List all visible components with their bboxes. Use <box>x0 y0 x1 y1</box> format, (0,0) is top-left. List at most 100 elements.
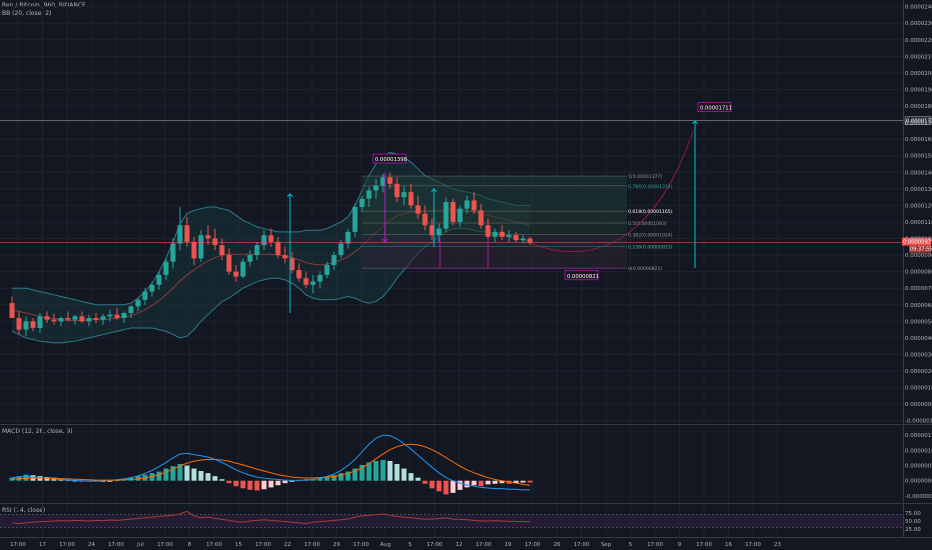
time-tick-label: 17:00 <box>647 542 663 548</box>
candle-body <box>261 235 267 246</box>
macd-histogram-bar <box>366 462 372 481</box>
price-tick-label: 0.00000000 <box>905 402 932 408</box>
candle-body <box>198 235 204 259</box>
rsi-line <box>11 510 530 525</box>
macd-histogram-bar <box>107 480 113 482</box>
candle-body <box>72 316 78 320</box>
candle-body <box>128 306 134 314</box>
time-tick-label: 17:00 <box>427 542 443 548</box>
bb-legend: BB (20, close, 2) <box>2 10 52 17</box>
fib-zone <box>362 176 627 186</box>
macd-histogram-bar <box>422 480 428 484</box>
fib-zone <box>362 211 627 224</box>
price-tick-label: 0.00001000 <box>905 237 932 243</box>
candle-body <box>205 235 211 239</box>
candle-body <box>30 321 36 328</box>
fib-level-label: 0.5(0.00001093) <box>628 221 667 227</box>
time-tick-label: 17:00 <box>353 542 369 548</box>
candle-body <box>450 202 456 222</box>
time-tick-label: 12 <box>456 542 463 548</box>
macd-histogram-bar <box>380 460 386 481</box>
candle-body <box>114 314 120 318</box>
candle-body <box>310 281 316 285</box>
target-price-tag <box>904 116 932 125</box>
candle-body <box>149 284 155 292</box>
fibonacci-retracement: 1(0.00001377)0.786(0.00001318)0.618(0.00… <box>362 174 673 272</box>
candle-body <box>79 316 85 322</box>
macd-histogram-bar <box>163 468 169 481</box>
macd-histogram-bar <box>233 480 239 487</box>
time-tick-label: 17:00 <box>108 542 124 548</box>
candle-body <box>219 245 225 256</box>
macd-histogram-bar <box>401 468 407 481</box>
price-tick-label: 0.00001100 <box>905 220 932 226</box>
time-tick-label: 26 <box>554 542 561 548</box>
price-tick-label: -0.00000100 <box>905 419 932 425</box>
signal-line <box>11 443 531 486</box>
candle-body <box>254 245 260 256</box>
candle-body <box>177 225 183 244</box>
candle-body <box>275 241 281 256</box>
time-tick-label: 17:00 <box>206 542 222 548</box>
time-tick-label: 17:00 <box>696 542 712 548</box>
candle-body <box>387 177 393 184</box>
candle-body <box>170 243 176 262</box>
candle-body <box>240 261 246 277</box>
price-tick-label: 0.00000400 <box>905 336 932 342</box>
candle-body <box>37 316 43 328</box>
candle-body <box>373 185 379 191</box>
rsi-panel <box>0 510 903 528</box>
candle-body <box>415 205 421 214</box>
fib-zone <box>362 185 627 212</box>
price-tick-label: 0.00001200 <box>905 203 932 209</box>
candle-body <box>226 255 232 272</box>
macd-histogram-bar <box>170 466 176 481</box>
candle-body <box>338 243 344 256</box>
candle-body <box>142 291 148 300</box>
candle-body <box>520 238 526 241</box>
macd-histogram-bar <box>247 480 253 490</box>
macd-histogram-bar <box>240 480 246 489</box>
candle-body <box>443 202 449 229</box>
candle-body <box>527 238 533 243</box>
macd-legend: MACD (12, 26, close, 9) <box>2 428 73 435</box>
time-tick-label: 9 <box>678 542 682 548</box>
fib-level-label: 0.382(0.00001024) <box>628 233 673 239</box>
candle-body <box>23 321 29 330</box>
macd-histogram-bar <box>457 480 463 490</box>
candle-body <box>282 255 288 259</box>
macd-histogram-bar <box>219 479 225 481</box>
candle-body <box>268 235 274 242</box>
candle-body <box>9 303 15 318</box>
symbol-legend: Ren / Bitcoin, 960, BINANCE <box>2 2 86 9</box>
price-tick-label: 0.00002000 <box>905 71 932 77</box>
time-tick-label: 17:00 <box>157 542 173 548</box>
candle-body <box>394 183 400 198</box>
macd-histogram-bar <box>268 480 274 488</box>
macd-histogram-bar <box>450 480 456 493</box>
candle-body <box>135 299 141 307</box>
macd-histogram-bar <box>464 480 470 488</box>
candle-body <box>380 177 386 186</box>
time-tick-label: Jul <box>136 542 144 548</box>
candle-body <box>485 225 491 237</box>
macd-histogram-bar <box>485 480 491 485</box>
time-tick-label: 17:00 <box>574 542 590 548</box>
candle-body <box>317 274 323 282</box>
macd-histogram-bar <box>478 480 484 487</box>
candle-body <box>436 228 442 236</box>
price-tick-label: 0.00001800 <box>905 104 932 110</box>
macd-histogram-bar <box>408 473 414 481</box>
macd-line <box>11 434 530 491</box>
fib-zone <box>362 246 627 269</box>
time-tick-label: 17:00 <box>255 542 271 548</box>
macd-histogram-bar <box>261 480 267 490</box>
axes: 17:00 17 17:00 24 17:00 Jul 17:00 8 17:00 15 17:00… <box>10 5 932 548</box>
rsi-tick-label: 50.00 <box>905 519 921 525</box>
candle-body <box>107 314 113 317</box>
candle-body <box>296 269 302 279</box>
price-tick-label: 0.00002300 <box>905 21 932 27</box>
candle-body <box>156 274 162 285</box>
